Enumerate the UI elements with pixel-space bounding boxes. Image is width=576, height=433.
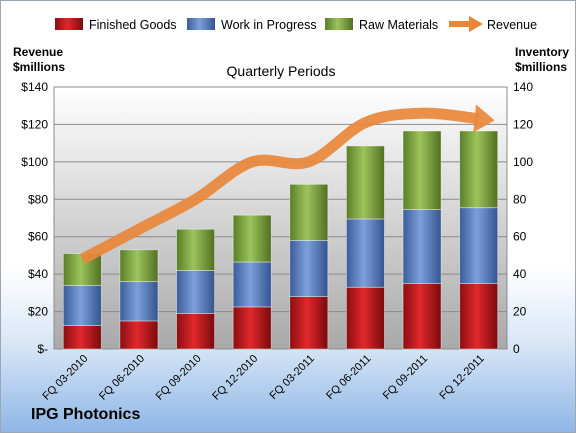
bar-segment-finished-goods bbox=[346, 286, 385, 350]
x-tick-label: FQ 03-2010 bbox=[40, 353, 90, 403]
right-axis-title-line-1: Inventory bbox=[515, 45, 569, 59]
legend-label-work-in-progress: Work in Progress bbox=[221, 18, 317, 32]
legend-label-raw-materials: Raw Materials bbox=[359, 18, 438, 32]
left-tick-label: $80 bbox=[28, 192, 48, 206]
x-tick-label: FQ 09-2011 bbox=[381, 353, 430, 402]
x-axis-ticks: FQ 03-2010 FQ 06-2010 FQ 09-2010 FQ 12-2010… bbox=[40, 353, 486, 403]
left-tick-label: $60 bbox=[28, 230, 48, 244]
bar-segment-raw-materials bbox=[119, 249, 159, 283]
revenue-line bbox=[79, 104, 495, 265]
legend: Finished Goods Work in Progress Raw Mate… bbox=[55, 16, 537, 32]
bar-segment-raw-materials bbox=[346, 145, 385, 220]
left-tick-label: $- bbox=[37, 342, 48, 356]
bar-segment-raw-materials bbox=[402, 130, 442, 210]
bar-segment-finished-goods bbox=[402, 283, 442, 350]
right-tick-label: 100 bbox=[513, 155, 533, 169]
legend-swatch-work-in-progress bbox=[187, 18, 215, 30]
bar-segment-raw-materials bbox=[232, 214, 272, 263]
right-axis-ticks: 0 20 40 60 80 100 120 140 bbox=[513, 80, 533, 356]
stacked-bars bbox=[62, 130, 499, 350]
company-name: IPG Photonics bbox=[31, 406, 140, 423]
bar-segment-finished-goods bbox=[289, 296, 329, 350]
legend-swatch-finished-goods bbox=[55, 18, 83, 30]
bar-segment-raw-materials bbox=[176, 228, 215, 271]
left-axis-title-line-2: $millions bbox=[13, 60, 65, 74]
right-axis-title-line-2: $millions bbox=[515, 60, 567, 74]
x-tick-label: FQ 06-2010 bbox=[97, 353, 147, 403]
left-tick-label: $100 bbox=[21, 155, 48, 169]
bar-segment-work-in-progress bbox=[232, 261, 272, 308]
left-tick-label: $40 bbox=[28, 267, 48, 281]
left-tick-label: $140 bbox=[21, 80, 48, 94]
right-tick-label: 120 bbox=[513, 117, 533, 131]
legend-swatch-raw-materials bbox=[325, 18, 353, 30]
right-tick-label: 140 bbox=[513, 80, 533, 94]
left-tick-label: $120 bbox=[21, 117, 48, 131]
bar-segment-raw-materials bbox=[459, 130, 499, 209]
revenue-arrowhead bbox=[473, 104, 495, 133]
bar-segment-work-in-progress bbox=[459, 207, 499, 284]
bar-segment-finished-goods bbox=[62, 325, 102, 350]
bar-segment-work-in-progress bbox=[62, 284, 102, 327]
x-tick-label: FQ 03-2011 bbox=[268, 353, 317, 402]
revenue-line-path bbox=[79, 107, 480, 265]
bar-segment-work-in-progress bbox=[346, 218, 385, 288]
bar-segment-work-in-progress bbox=[289, 240, 329, 297]
bar-segment-finished-goods bbox=[176, 313, 215, 350]
right-tick-label: 60 bbox=[513, 230, 527, 244]
x-tick-label: FQ 09-2010 bbox=[154, 353, 204, 403]
bar-segment-work-in-progress bbox=[176, 269, 215, 314]
right-tick-label: 0 bbox=[513, 342, 520, 356]
plot-title: Quarterly Periods bbox=[227, 63, 336, 79]
left-axis-ticks: $- $20 $40 $60 $80 $100 $120 $140 bbox=[21, 80, 48, 356]
bar-segment-work-in-progress bbox=[402, 209, 442, 284]
right-tick-label: 80 bbox=[513, 192, 527, 206]
x-tick-label: FQ 12-2010 bbox=[210, 353, 260, 403]
bar-segment-finished-goods bbox=[232, 306, 272, 350]
right-tick-label: 20 bbox=[513, 305, 527, 319]
legend-swatch-revenue-arrow-icon bbox=[449, 16, 483, 32]
legend-label-finished-goods: Finished Goods bbox=[89, 18, 177, 32]
left-axis-title-line-1: Revenue bbox=[13, 45, 63, 59]
bar-segment-finished-goods bbox=[119, 320, 159, 350]
bar-segment-raw-materials bbox=[289, 183, 329, 241]
right-tick-label: 40 bbox=[513, 267, 527, 281]
x-tick-label: FQ 12-2011 bbox=[437, 353, 486, 402]
left-tick-label: $20 bbox=[28, 305, 48, 319]
bar-segment-finished-goods bbox=[459, 283, 499, 350]
legend-label-revenue: Revenue bbox=[487, 18, 537, 32]
x-tick-label: FQ 06-2011 bbox=[324, 353, 373, 402]
bar-segment-work-in-progress bbox=[119, 281, 159, 322]
